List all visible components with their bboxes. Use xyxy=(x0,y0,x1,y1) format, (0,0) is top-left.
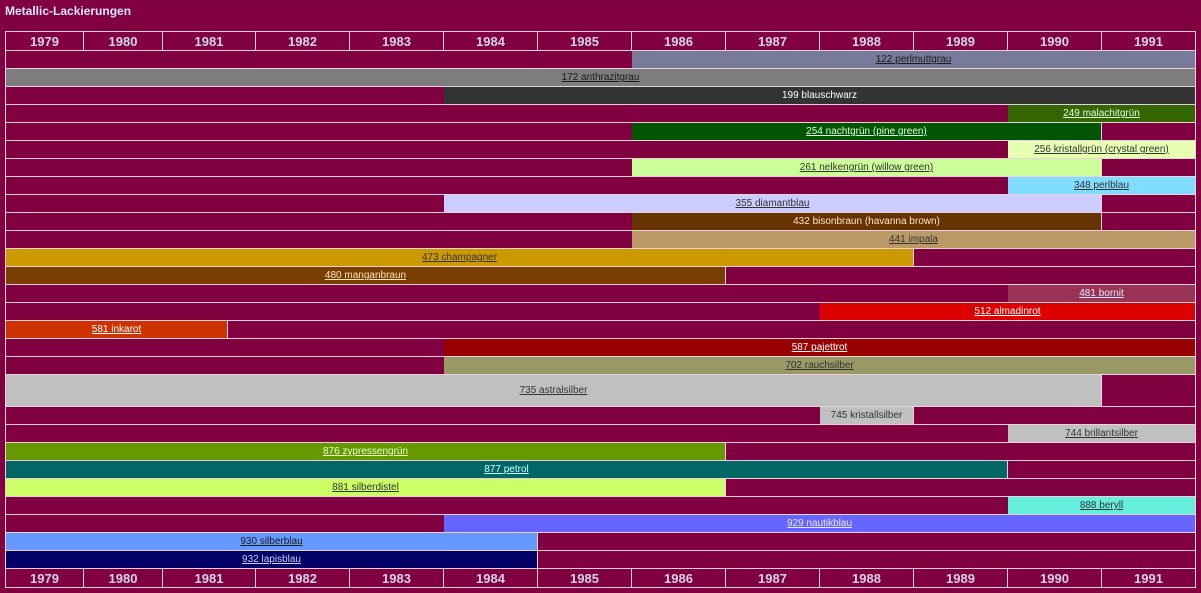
color-bar-link[interactable]: 744 brillantsilber xyxy=(1008,425,1196,442)
year-header-top: 1979 1980 1981 1982 1983 1984 1985 1986 1987 1988… xyxy=(6,32,1196,51)
color-bar-link[interactable]: 249 malachitgrün xyxy=(1008,105,1196,122)
color-bar-link[interactable]: 355 diamantblau xyxy=(444,195,1102,212)
year-header-cell: 1989 xyxy=(914,32,1008,50)
year-header-cell: 1985 xyxy=(538,32,632,50)
color-bar-link[interactable]: 473 champagner xyxy=(6,249,914,266)
color-row: 877 petrol xyxy=(6,461,1196,479)
color-bar-link[interactable]: 877 petrol xyxy=(6,461,1008,478)
year-header-cell: 1980 xyxy=(84,32,163,50)
color-row: 735 astralsilber xyxy=(6,375,1196,407)
year-header-cell: 1980 xyxy=(84,569,163,587)
color-row: 199 blauschwarz xyxy=(6,87,1196,105)
color-bar-link[interactable]: 480 manganbraun xyxy=(6,267,726,284)
color-bar-link: 745 kristallsilber xyxy=(820,407,914,424)
color-row: 254 nachtgrün (pine green) xyxy=(6,123,1196,141)
year-header-cell: 1988 xyxy=(820,32,914,50)
color-bar-link[interactable]: 441 impala xyxy=(632,231,1196,248)
year-header-cell: 1986 xyxy=(632,32,726,50)
color-bar-link[interactable]: 254 nachtgrün (pine green) xyxy=(632,123,1102,140)
year-header-cell: 1981 xyxy=(163,32,256,50)
color-row: 441 impala xyxy=(6,231,1196,249)
color-bar-link[interactable]: 122 perlmuttgrau xyxy=(632,51,1196,68)
color-row: 587 pajettrot xyxy=(6,339,1196,357)
color-row: 355 diamantblau xyxy=(6,195,1196,213)
year-header-cell: 1982 xyxy=(256,569,350,587)
color-bar-link[interactable]: 481 bornit xyxy=(1008,285,1196,302)
color-row: 581 inkarot xyxy=(6,321,1196,339)
color-bar-link[interactable]: 930 silberblau xyxy=(6,533,538,550)
color-bar-link[interactable]: 876 zypressengrün xyxy=(6,443,726,460)
color-bar-link[interactable]: 735 astralsilber xyxy=(6,375,1102,406)
year-header-cell: 1987 xyxy=(726,569,820,587)
year-header-cell: 1983 xyxy=(350,32,444,50)
color-row: 172 anthrazitgrau xyxy=(6,69,1196,87)
year-header-bottom: 1979 1980 1981 1982 1983 1984 1985 1986 1987 1988… xyxy=(6,569,1196,588)
color-bar-link[interactable]: 932 lapisblau xyxy=(6,551,538,568)
color-bar-link: 432 bisonbraun (havanna brown) xyxy=(632,213,1102,230)
color-bar-link[interactable]: 348 perlblau xyxy=(1008,177,1196,194)
year-header-cell: 1984 xyxy=(444,569,538,587)
color-row: 930 silberblau xyxy=(6,533,1196,551)
color-bar-link[interactable]: 702 rauchsilber xyxy=(444,357,1196,374)
page-title: Metallic-Lackierungen xyxy=(5,4,132,18)
color-bar-link[interactable]: 587 pajettrot xyxy=(444,339,1196,356)
year-header-cell: 1979 xyxy=(6,32,84,50)
year-header-cell: 1987 xyxy=(726,32,820,50)
color-bar-link[interactable]: 512 almadinrot xyxy=(820,303,1196,320)
timeline-grid: 1979 1980 1981 1982 1983 1984 1985 1986 1987 1988… xyxy=(5,31,1196,588)
color-row: 256 kristallgrün (crystal green) xyxy=(6,141,1196,159)
color-bar-link: 199 blauschwarz xyxy=(444,87,1196,104)
color-row: 702 rauchsilber xyxy=(6,357,1196,375)
color-row: 932 lapisblau xyxy=(6,551,1196,569)
color-row: 432 bisonbraun (havanna brown) xyxy=(6,213,1196,231)
year-header-cell: 1985 xyxy=(538,569,632,587)
year-header-cell: 1981 xyxy=(163,569,256,587)
color-row: 122 perlmuttgrau xyxy=(6,51,1196,69)
color-row: 249 malachitgrün xyxy=(6,105,1196,123)
color-row: 745 kristallsilber xyxy=(6,407,1196,425)
color-bar-link[interactable]: 888 beryll xyxy=(1008,497,1196,514)
color-row: 888 beryll xyxy=(6,497,1196,515)
color-row: 881 silberdistel xyxy=(6,479,1196,497)
year-header-cell: 1990 xyxy=(1008,32,1102,50)
year-header-cell: 1979 xyxy=(6,569,84,587)
year-header-cell: 1983 xyxy=(350,569,444,587)
year-header-cell: 1986 xyxy=(632,569,726,587)
color-row: 876 zypressengrün xyxy=(6,443,1196,461)
color-row: 481 bornit xyxy=(6,285,1196,303)
year-header-cell: 1991 xyxy=(1102,32,1196,50)
year-header-cell: 1988 xyxy=(820,569,914,587)
color-row: 512 almadinrot xyxy=(6,303,1196,321)
color-row: 744 brillantsilber xyxy=(6,425,1196,443)
color-row: 348 perlblau xyxy=(6,177,1196,195)
year-header-cell: 1991 xyxy=(1102,569,1196,587)
color-bar-link[interactable]: 172 anthrazitgrau xyxy=(6,69,1196,86)
year-header-cell: 1989 xyxy=(914,569,1008,587)
color-row: 261 nelkengrün (willow green) xyxy=(6,159,1196,177)
color-bar-link[interactable]: 581 inkarot xyxy=(6,321,229,338)
color-row: 929 nautikblau xyxy=(6,515,1196,533)
year-header-cell: 1982 xyxy=(256,32,350,50)
color-bar-link[interactable]: 261 nelkengrün (willow green) xyxy=(632,159,1102,176)
color-bar-link[interactable]: 929 nautikblau xyxy=(444,515,1196,532)
color-row: 473 champagner xyxy=(6,249,1196,267)
year-header-cell: 1984 xyxy=(444,32,538,50)
year-header-cell: 1990 xyxy=(1008,569,1102,587)
color-row: 480 manganbraun xyxy=(6,267,1196,285)
color-bar-link[interactable]: 256 kristallgrün (crystal green) xyxy=(1008,141,1196,158)
color-bar-link[interactable]: 881 silberdistel xyxy=(6,479,726,496)
